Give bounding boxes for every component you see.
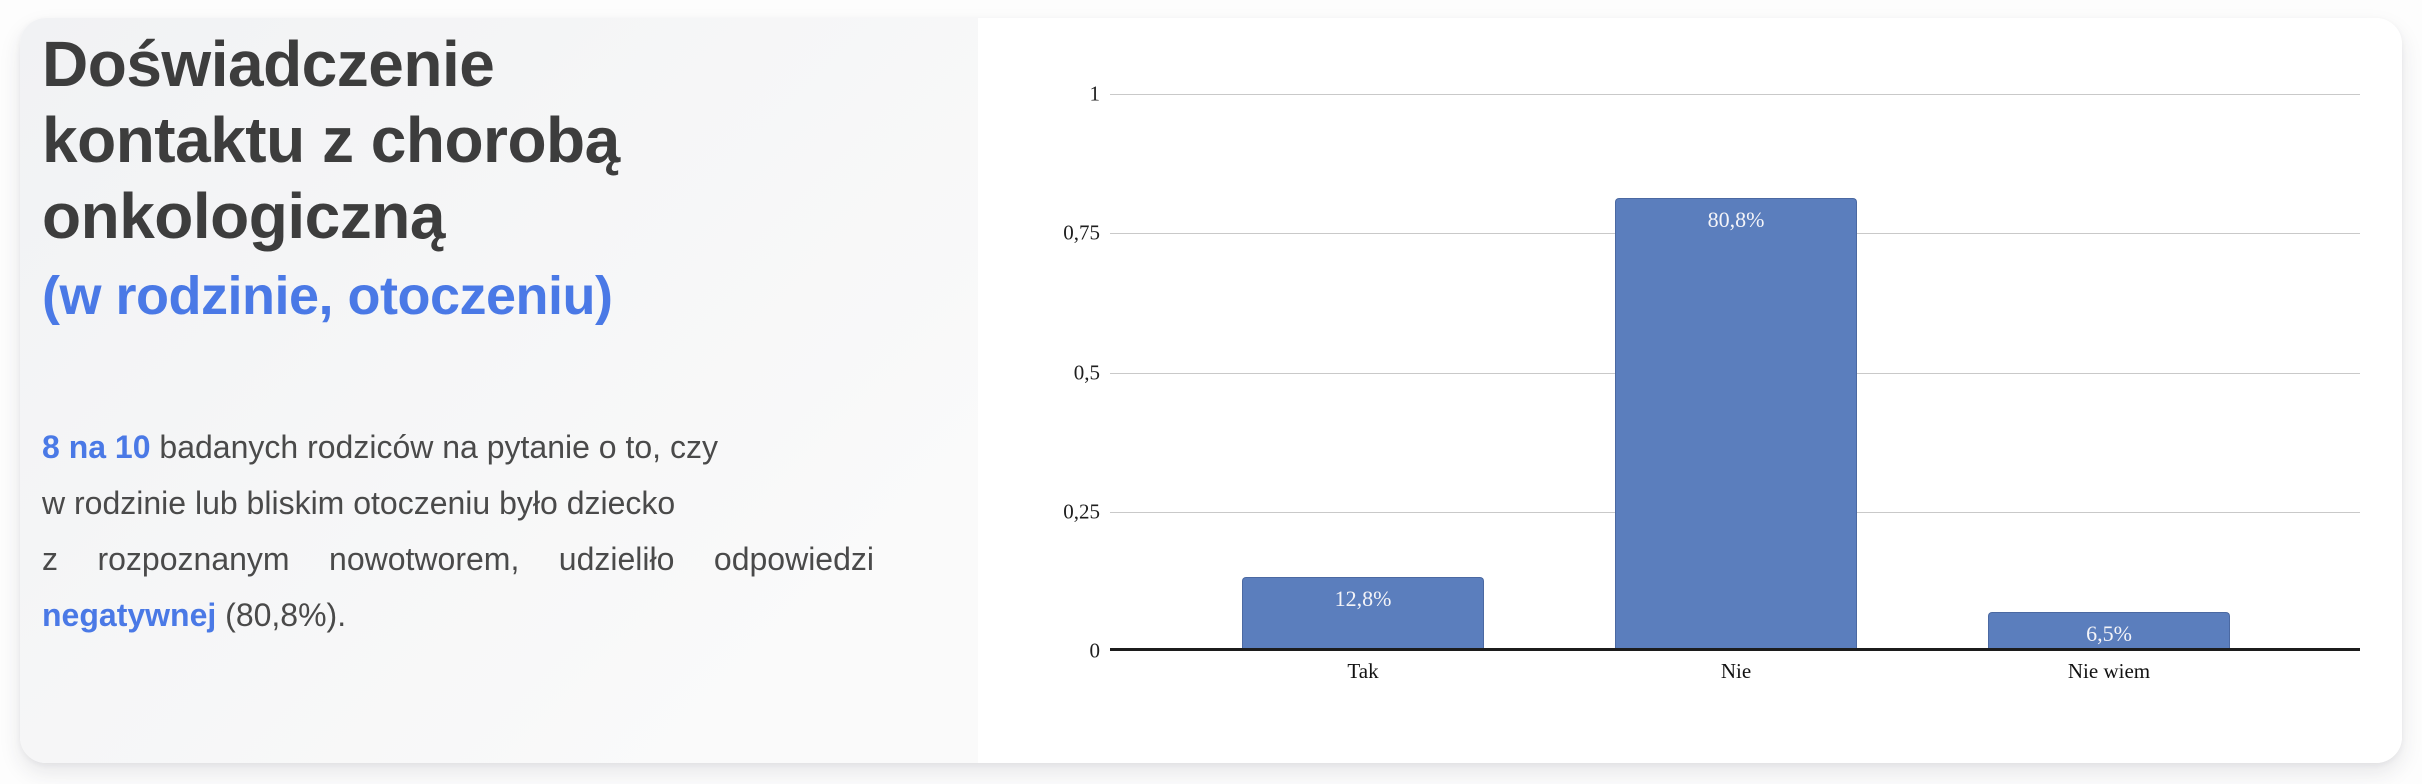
bar-nie-wiem [1988,611,2230,648]
bar-value-label-nie: 80,8% [1707,206,1765,232]
summary-paragraph: 8 na 10 badanych rodziców na pytanie o t… [42,419,874,643]
paragraph-line-4-rest: (80,8%). [216,597,347,633]
gridline-1 [1110,94,2360,95]
highlight-negatywnej: negatywnej [42,597,217,633]
bar-value-label-tak: 12,8% [1334,585,1392,611]
text-panel: Doświadczenie kontaktu z chorobą onkolog… [20,18,978,763]
page-title: Doświadczenie kontaktu z chorobą onkolog… [42,26,942,334]
x-tick-label-nie: Nie [1720,659,1752,683]
x-tick-label-nie-wiem: Nie wiem [2067,659,2151,683]
paragraph-line-3: z rozpoznanym nowotworem, udzieliło odpo… [42,541,874,577]
bar-plot: 0 0,25 0,5 0,75 1 12,8% Tak 80,8% Nie 6,5% Nie wie… [1063,82,2360,683]
paragraph-line-1-rest: badanych rodziców na pytanie o to, czy [150,429,718,465]
x-tick-label-tak: Tak [1347,659,1379,683]
page-subtitle: (w rodzinie, otoczeniu) [42,266,613,326]
title-line-3: onkologiczną [42,180,445,252]
y-tick-label-0: 0 [1089,638,1101,663]
bar-value-label-nie-wiem: 6,5% [2086,620,2132,646]
y-tick-label-0-75: 0,75 [1063,220,1100,245]
y-tick-label-1: 1 [1089,81,1101,106]
title-line-2: kontaktu z chorobą [42,104,620,176]
paragraph-line-4: negatywnej (80,8%). [42,587,874,643]
paragraph-line-2: w rodzinie lub bliskim otoczeniu było dz… [42,485,676,521]
paragraph-line-1: 8 na 10 badanych rodziców na pytanie o t… [42,419,874,475]
title-line-1: Doświadczenie [42,28,495,100]
bar-nie [1615,197,1857,648]
highlight-8-na-10: 8 na 10 [42,429,151,465]
y-tick-label-0-5: 0,5 [1073,360,1100,384]
bar-tak [1242,576,1484,648]
y-tick-label-0-25: 0,25 [1063,499,1100,524]
